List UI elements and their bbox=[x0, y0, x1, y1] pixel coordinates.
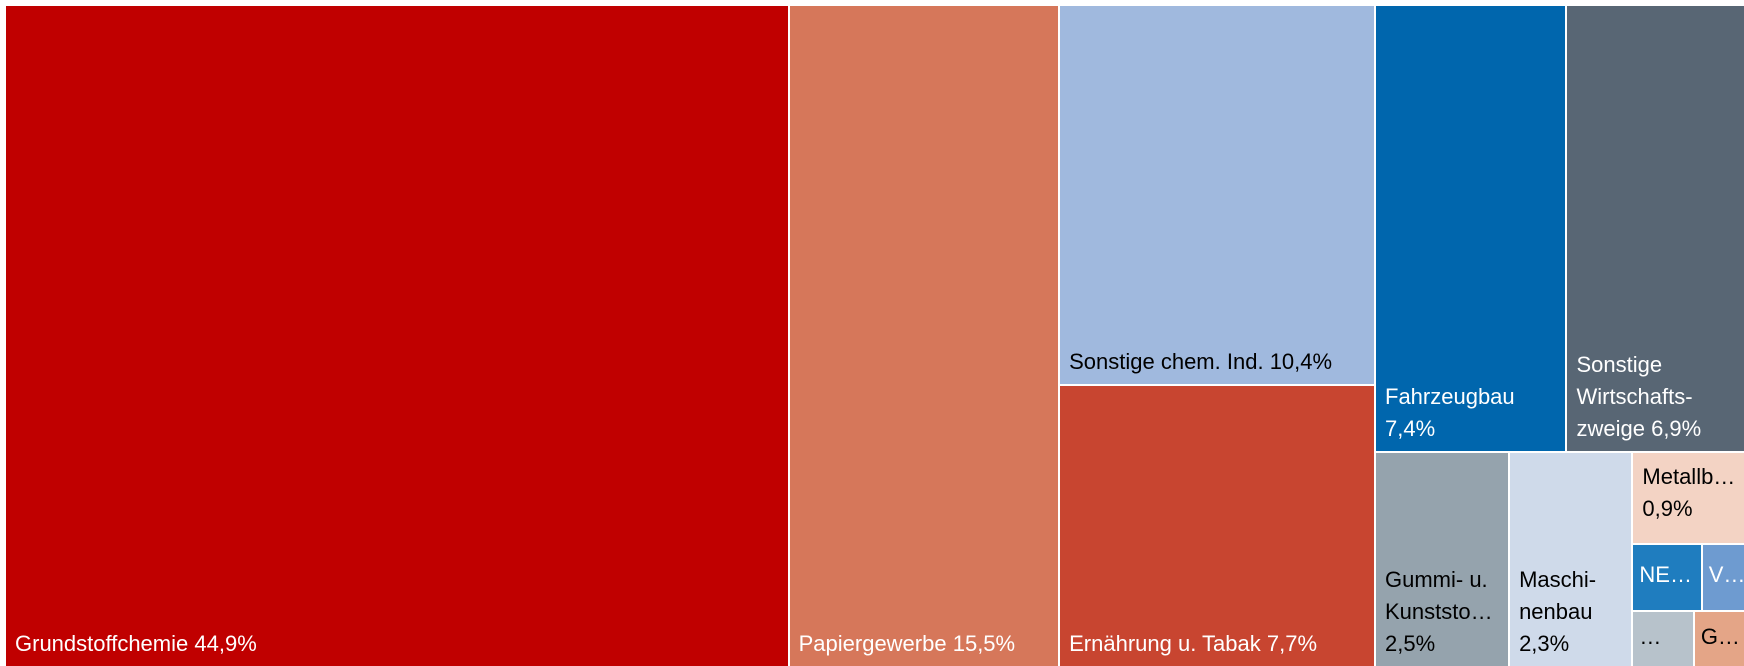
treemap-cell: Papiergewerbe 15,5% bbox=[789, 6, 1059, 666]
cell-label: Ernährung u. Tabak 7,7% bbox=[1069, 628, 1366, 660]
category-name: Fahrzeugbau bbox=[1385, 383, 1515, 409]
category-name: NE… bbox=[1639, 562, 1692, 588]
value-label: 0,9% bbox=[1642, 495, 1693, 521]
cell-label: NE… bbox=[1639, 559, 1696, 591]
treemap-cell: Metallb… 0,9% bbox=[1633, 452, 1744, 543]
value-label: 44,9% bbox=[194, 631, 257, 656]
cell-label: Sonstige chem. Ind. 10,4% bbox=[1069, 346, 1366, 378]
category-name: … bbox=[1639, 623, 1662, 649]
treemap-cell: Grundstoffchemie 44,9% bbox=[6, 6, 788, 666]
category-name: G… bbox=[1700, 623, 1740, 649]
category-name: Maschi­nenbau bbox=[1519, 566, 1597, 624]
treemap-cell: NE… bbox=[1633, 544, 1701, 610]
treemap-cell: Maschi­nenbau 2,3% bbox=[1510, 452, 1632, 666]
value-label: 2,3% bbox=[1519, 630, 1570, 656]
value-label: 6,9% bbox=[1651, 415, 1702, 441]
cell-label: V… bbox=[1709, 559, 1744, 591]
cell-label: Sonstige Wirtschafts­zweige 6,9% bbox=[1576, 349, 1736, 445]
category-name: Grundstoffchemie bbox=[15, 631, 189, 656]
treemap-cell: Gummi- u. Kunststo… 2,5% bbox=[1376, 452, 1509, 666]
category-name: Papiergewerbe bbox=[798, 631, 947, 656]
category-name: Gummi- u. Kunststo… bbox=[1385, 566, 1493, 624]
treemap-cell: … bbox=[1633, 611, 1693, 666]
category-name: Ernährung u. Tabak bbox=[1069, 630, 1261, 656]
treemap-cell: Ernährung u. Tabak 7,7% bbox=[1060, 386, 1374, 666]
category-name: V… bbox=[1708, 562, 1744, 588]
cell-label: … bbox=[1639, 621, 1688, 653]
treemap-cell: Fahrzeugbau 7,4% bbox=[1376, 6, 1566, 451]
treemap-cell: V… bbox=[1702, 544, 1744, 610]
value-label: 15,5% bbox=[952, 631, 1016, 656]
cell-label: Grundstoffchemie 44,9% bbox=[15, 628, 780, 660]
cell-label: Papiergewerbe 15,5% bbox=[799, 628, 1051, 660]
value-label: 2,5% bbox=[1385, 630, 1436, 656]
cell-label: G… bbox=[1701, 621, 1740, 653]
treemap-cell: Sonstige Wirtschafts­zweige 6,9% bbox=[1567, 6, 1744, 451]
treemap-cell: Sonstige chem. Ind. 10,4% bbox=[1060, 6, 1374, 385]
cell-label: Metallb… 0,9% bbox=[1642, 461, 1736, 525]
value-label: 7,7% bbox=[1266, 630, 1318, 656]
category-name: Sonstige chem. Ind. bbox=[1069, 349, 1264, 375]
value-label: 10,4% bbox=[1269, 349, 1333, 375]
cell-label: Fahrzeugbau 7,4% bbox=[1385, 381, 1557, 445]
value-label: 7,4% bbox=[1385, 415, 1436, 441]
cell-label: Gummi- u. Kunststo… 2,5% bbox=[1385, 564, 1500, 660]
treemap-cell: G… bbox=[1694, 611, 1744, 666]
cell-label: Maschi­nenbau 2,3% bbox=[1519, 564, 1623, 660]
category-name: Sonstige Wirtschafts­zweige bbox=[1576, 351, 1693, 441]
category-name: Metallb… bbox=[1642, 463, 1736, 489]
